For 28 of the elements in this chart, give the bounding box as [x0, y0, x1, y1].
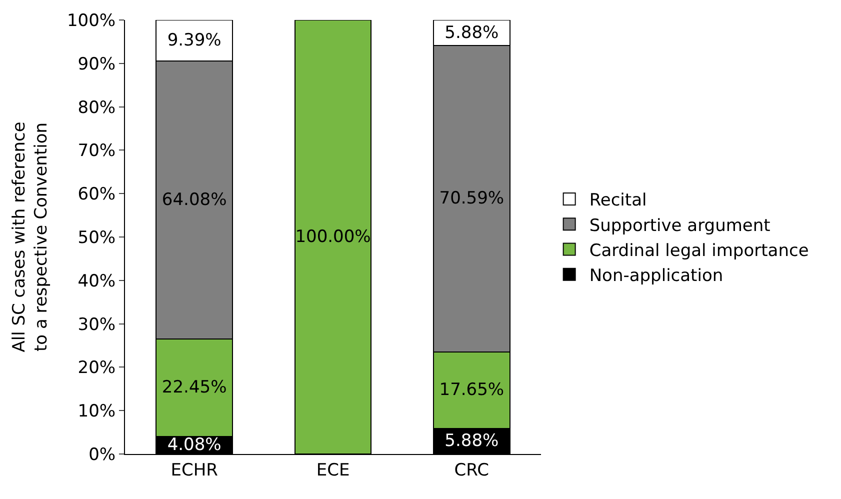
- y-tick-label: 50%: [78, 228, 116, 248]
- y-tick-label: 10%: [78, 402, 116, 422]
- x-tick-label: ECE: [316, 460, 350, 480]
- data-label: 17.65%: [439, 380, 504, 400]
- y-tick-label: 60%: [78, 184, 116, 205]
- data-label: 100.00%: [295, 227, 371, 247]
- y-tick-label: 40%: [78, 271, 116, 292]
- y-tick-label: 80%: [78, 98, 116, 118]
- data-label: 5.88%: [444, 431, 499, 452]
- x-tick-label: CRC: [454, 460, 490, 480]
- y-tick-label: 30%: [78, 314, 116, 335]
- y-tick-label: 0%: [88, 444, 116, 465]
- data-label: 64.08%: [162, 190, 227, 210]
- legend-label: Non-application: [589, 266, 724, 286]
- data-label: 4.08%: [167, 435, 222, 456]
- legend-label: Recital: [589, 190, 647, 211]
- y-tick-label: 70%: [78, 141, 116, 162]
- data-label: 22.45%: [162, 378, 227, 398]
- data-label: 70.59%: [439, 188, 504, 209]
- y-tick-label: 100%: [66, 10, 116, 31]
- data-label: 9.39%: [167, 30, 222, 50]
- x-tick-label: ECHR: [170, 460, 218, 480]
- y-axis-title: All SC cases with reference to a respective Convention: [9, 122, 52, 352]
- legend-label: Supportive argument: [589, 216, 771, 236]
- data-label: 5.88%: [444, 22, 499, 43]
- y-tick-label: 90%: [78, 54, 116, 74]
- legend-label: Cardinal legal importance: [589, 240, 809, 261]
- y-tick-label: 20%: [78, 358, 116, 378]
